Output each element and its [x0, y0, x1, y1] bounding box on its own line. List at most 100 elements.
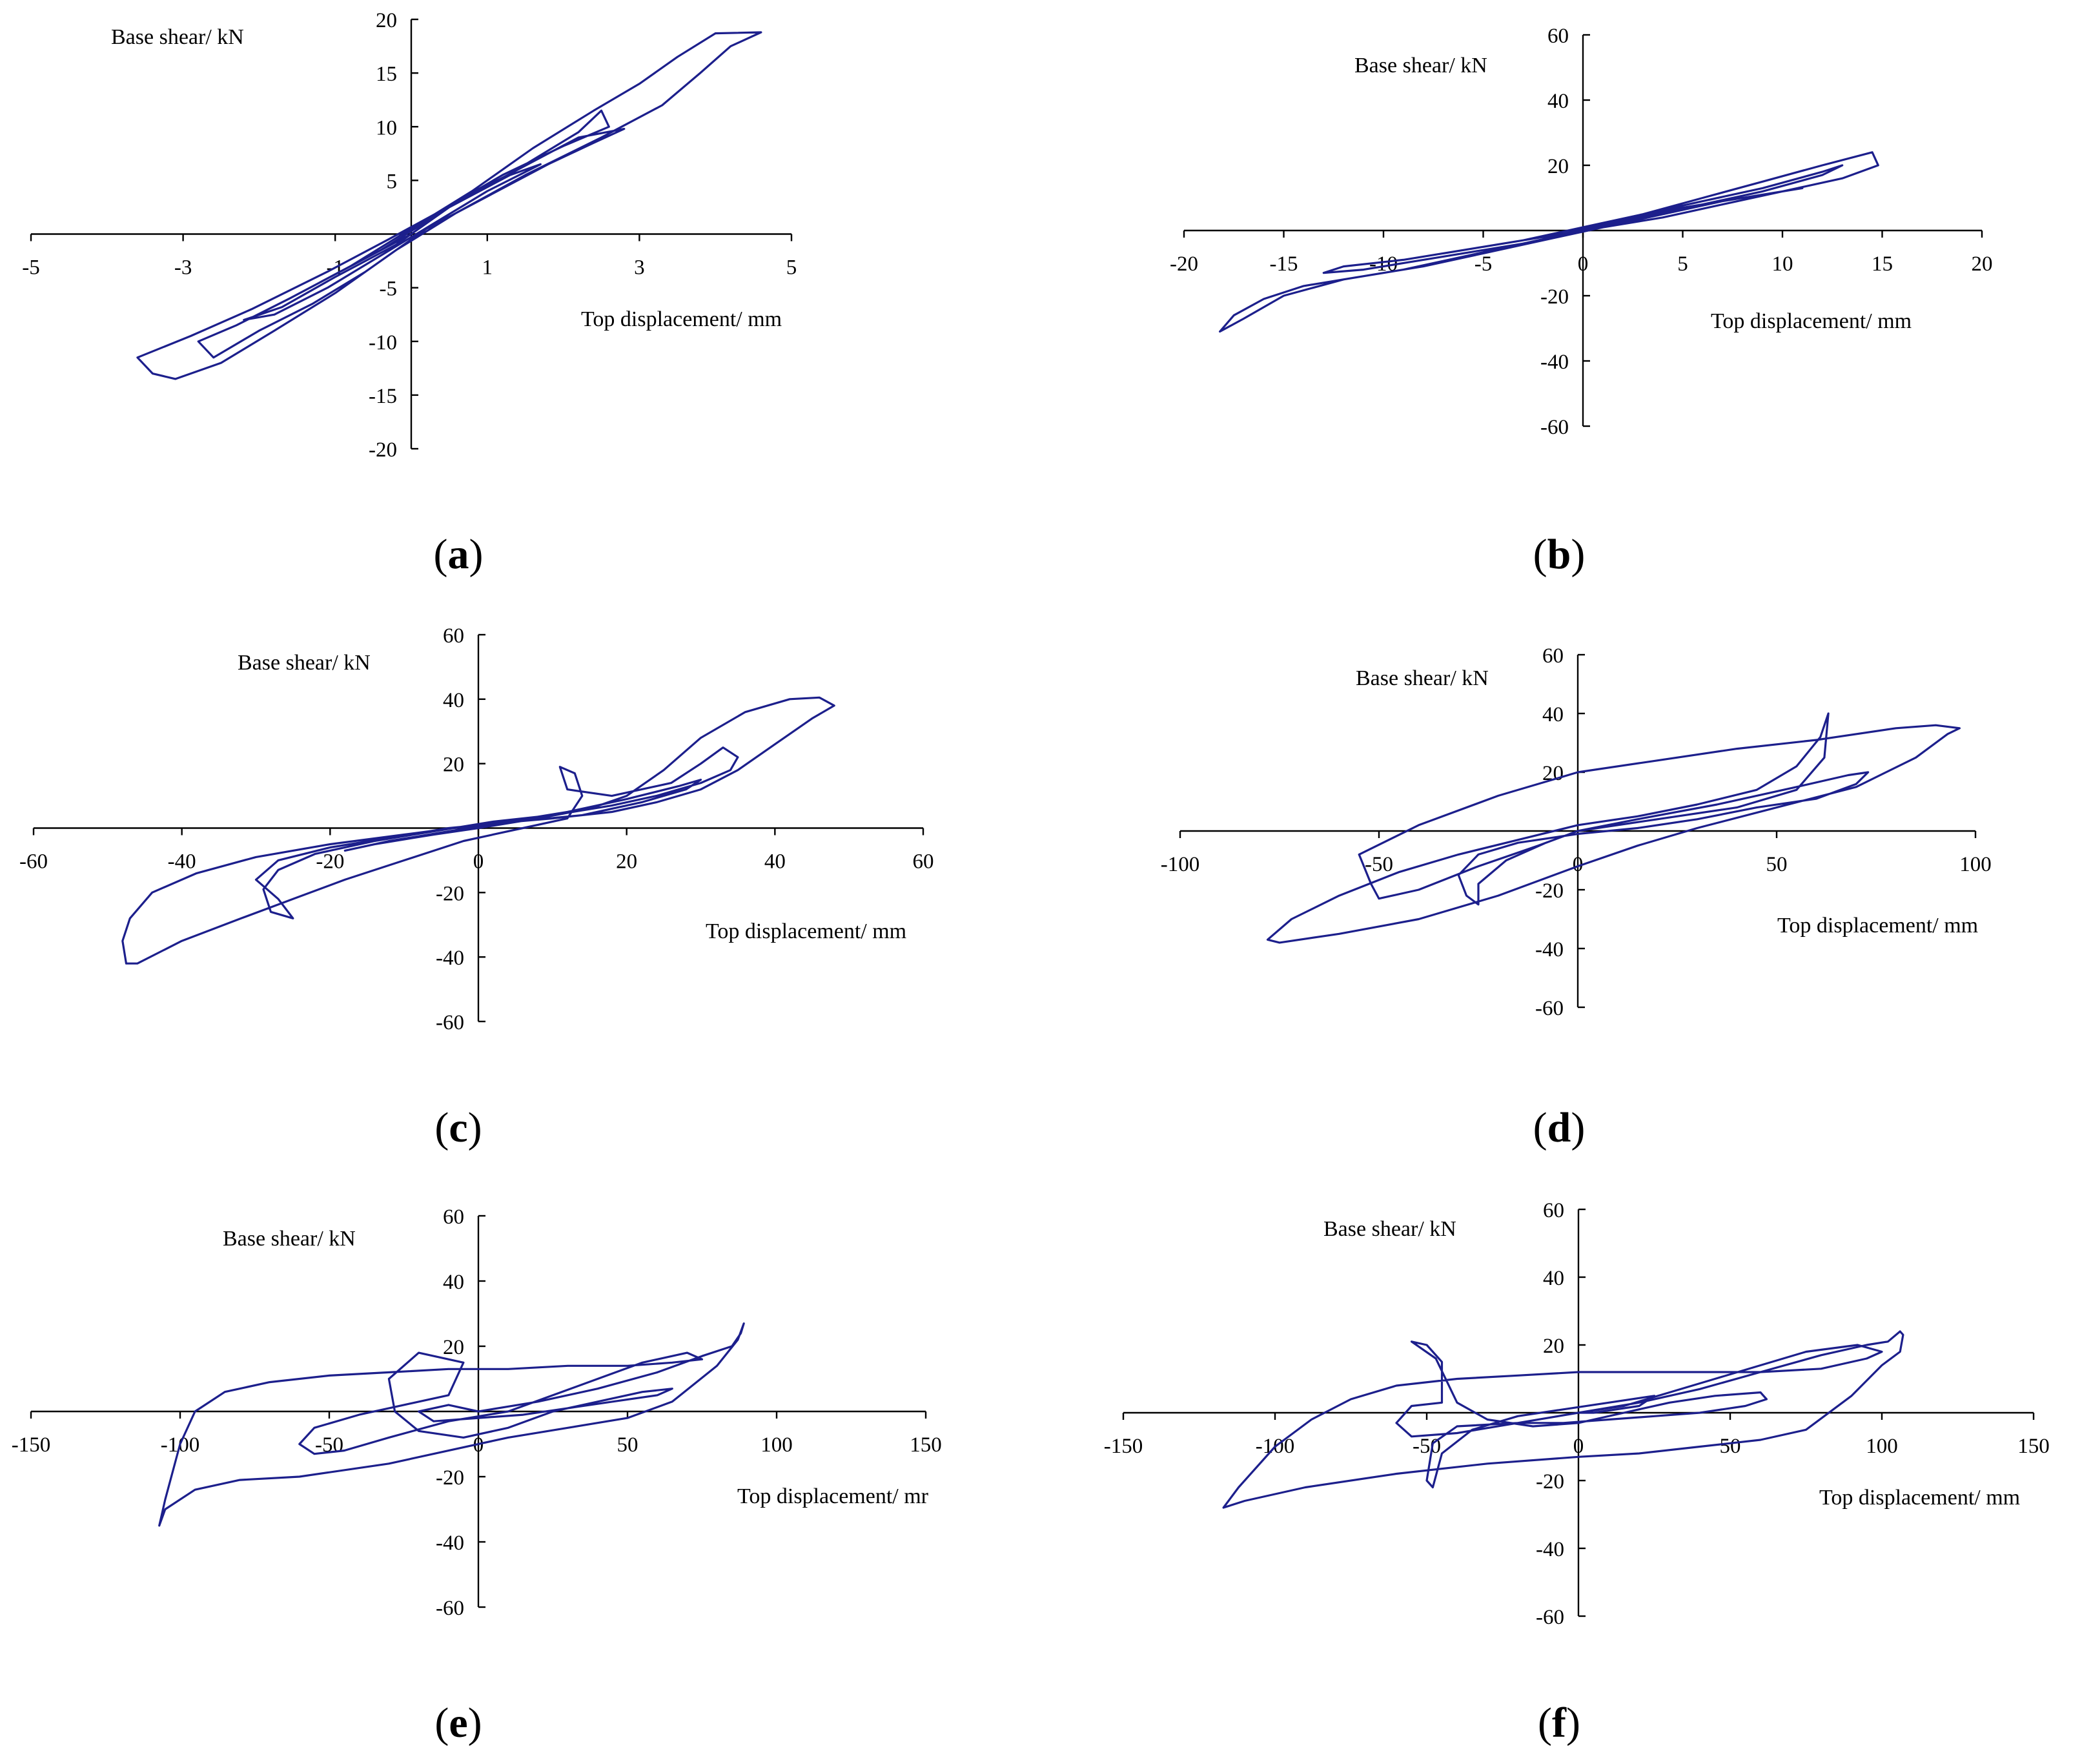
x-axis-label: Top displacement/ mm [1711, 309, 1912, 333]
y-tick-label: 15 [376, 63, 397, 86]
x-tick-label: 20 [616, 850, 637, 874]
hysteresis-curve [1218, 151, 1879, 333]
y-tick-label: -60 [1536, 1606, 1564, 1629]
panel-label: (e) [434, 1699, 482, 1747]
panel-label: (f) [1538, 1699, 1580, 1747]
hysteresis-curve [1266, 712, 1961, 944]
y-tick-label: -20 [1540, 285, 1569, 309]
x-tick-label: -40 [168, 850, 196, 874]
panel-label: (a) [434, 531, 484, 578]
panel-label: (c) [434, 1104, 482, 1151]
y-tick-label: 40 [1542, 703, 1564, 726]
y-tick-label: -60 [1535, 997, 1564, 1020]
x-tick-label: 5 [786, 256, 797, 280]
x-tick-label: 5 [1677, 252, 1688, 276]
x-tick-label: 20 [1972, 252, 1993, 276]
x-axis-label: Top displacement/ mm [1819, 1486, 2020, 1510]
y-tick-label: -20 [369, 438, 397, 462]
y-tick-label: -15 [369, 385, 397, 408]
x-tick-label: 10 [1772, 252, 1793, 276]
x-tick-label: -15 [1270, 252, 1298, 276]
x-tick-label: -150 [12, 1433, 51, 1457]
y-axis-label: Base shear/ kN [1354, 54, 1487, 77]
y-tick-label: -5 [380, 278, 398, 301]
x-tick-label: 100 [760, 1433, 793, 1457]
y-tick-label: -20 [1535, 879, 1564, 903]
y-tick-label: 20 [443, 754, 464, 777]
hysteresis-curve [136, 31, 762, 380]
x-tick-label: 50 [1766, 853, 1788, 876]
panel-label: (d) [1533, 1104, 1586, 1151]
x-tick-label: 100 [1959, 853, 1992, 876]
y-tick-label: -10 [369, 331, 397, 354]
x-tick-label: 150 [910, 1433, 942, 1457]
panel-label: (b) [1533, 531, 1586, 578]
y-tick-label: 60 [1542, 644, 1564, 668]
x-tick-label: 0 [473, 850, 484, 874]
x-tick-label: 15 [1872, 252, 1893, 276]
y-tick-label: 60 [443, 624, 464, 648]
y-tick-label: 10 [376, 116, 397, 139]
y-tick-label: 20 [443, 1336, 464, 1359]
x-tick-label: -20 [1170, 252, 1198, 276]
y-tick-label: -20 [436, 882, 464, 905]
x-tick-label: 50 [1720, 1435, 1741, 1458]
x-axis-label: Top displacement/ mm [581, 307, 782, 331]
y-tick-label: -40 [1536, 1538, 1564, 1561]
x-tick-label: -3 [174, 256, 192, 280]
x-tick-label: 0 [1578, 252, 1589, 276]
y-tick-label: 40 [443, 689, 464, 712]
x-tick-label: -50 [1413, 1435, 1441, 1458]
hysteresis-curve [121, 696, 835, 965]
y-tick-label: -40 [436, 947, 464, 970]
x-tick-label: -50 [1365, 853, 1393, 876]
y-axis-label: Base shear/ kN [238, 651, 371, 675]
y-tick-label: 40 [1547, 90, 1569, 113]
x-tick-label: -150 [1104, 1435, 1143, 1458]
x-tick-label: -5 [22, 256, 40, 280]
y-tick-label: 5 [387, 170, 398, 193]
y-tick-label: 60 [443, 1205, 464, 1229]
x-tick-label: 0 [1573, 853, 1584, 876]
y-axis-label: Base shear/ kN [111, 25, 244, 49]
x-tick-label: 1 [482, 256, 493, 280]
x-tick-label: -20 [316, 850, 344, 874]
panel-f: -150 -100 -50 0 50 100 150-60-40-20204060Base … [1104, 1199, 2050, 1747]
x-tick-label: 150 [2017, 1435, 2050, 1458]
y-tick-label: 20 [1547, 155, 1569, 178]
y-tick-label: 20 [376, 9, 397, 32]
y-axis-label: Base shear/ kN [1356, 666, 1489, 690]
y-axis-label: Base shear/ kN [1323, 1217, 1456, 1241]
x-tick-label: 50 [617, 1433, 638, 1457]
hysteresis-curve [158, 1322, 745, 1527]
y-tick-label: -20 [1536, 1470, 1564, 1493]
y-tick-label: -40 [1540, 351, 1569, 374]
y-tick-label: -60 [436, 1011, 464, 1034]
x-axis-label: Top displacement/ mr [737, 1484, 929, 1508]
y-tick-label: 40 [443, 1271, 464, 1294]
panel-e: -150 -100 -50 0 50 100 150-60-40-20204060Base … [12, 1205, 942, 1747]
y-tick-label: -40 [1535, 938, 1564, 961]
x-tick-label: 0 [1573, 1435, 1584, 1458]
y-tick-label: -60 [436, 1597, 464, 1620]
y-tick-label: 40 [1543, 1267, 1564, 1290]
panel-c: -60 -40 -20 0 20 40 60 -60 -40 -20 20 40 60 Base shea… [19, 624, 934, 1151]
y-tick-label: 60 [1547, 25, 1569, 48]
hysteresis-curve [1222, 1330, 1904, 1509]
x-tick-label: 60 [913, 850, 934, 874]
x-axis-label: Top displacement/ mm [1777, 914, 1978, 938]
x-tick-label: 100 [1866, 1435, 1898, 1458]
x-tick-label: -60 [19, 850, 48, 874]
x-tick-label: -100 [1161, 853, 1200, 876]
y-axis-label: Base shear/ kN [223, 1227, 356, 1251]
y-tick-label: 60 [1543, 1199, 1564, 1222]
y-tick-label: -60 [1540, 416, 1569, 439]
y-tick-label: -20 [436, 1466, 464, 1490]
y-tick-label: -40 [436, 1532, 464, 1555]
x-tick-label: 40 [764, 850, 786, 874]
y-tick-label: 20 [1543, 1335, 1564, 1358]
